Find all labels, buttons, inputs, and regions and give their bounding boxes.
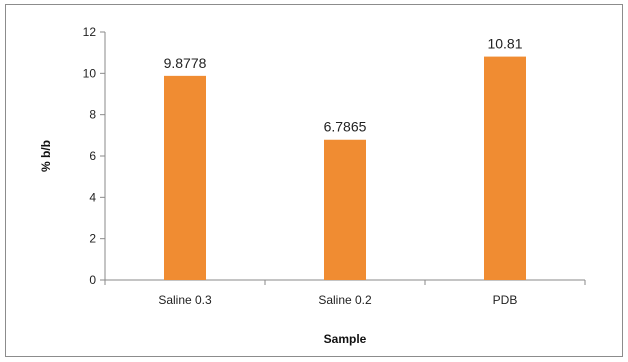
bar [484, 56, 526, 280]
bar [324, 139, 366, 280]
y-tick-label: 10 [83, 66, 97, 80]
x-axis-title: Sample [324, 332, 367, 346]
bar-data-label: 9.8778 [164, 55, 207, 71]
y-tick-label: 4 [89, 190, 96, 204]
x-category-label: Saline 0.2 [318, 293, 372, 307]
y-tick-label: 0 [89, 273, 96, 287]
bars: 9.8778 6.7865 10.81 [164, 36, 526, 281]
y-axis: 0 2 4 6 8 10 12 [83, 25, 106, 287]
bar [164, 75, 206, 281]
x-category-label: Saline 0.3 [158, 293, 212, 307]
y-tick-label: 2 [89, 232, 96, 246]
x-category-label: PDB [493, 293, 518, 307]
bar-data-label: 6.7865 [324, 119, 367, 135]
y-tick-label: 6 [89, 149, 96, 163]
x-axis: Saline 0.3 Saline 0.2 PDB [104, 279, 586, 307]
y-tick-label: 12 [83, 25, 97, 39]
y-axis-title: % b/b [39, 140, 53, 172]
y-tick-label: 8 [89, 108, 96, 122]
bar-data-label: 10.81 [487, 36, 522, 52]
